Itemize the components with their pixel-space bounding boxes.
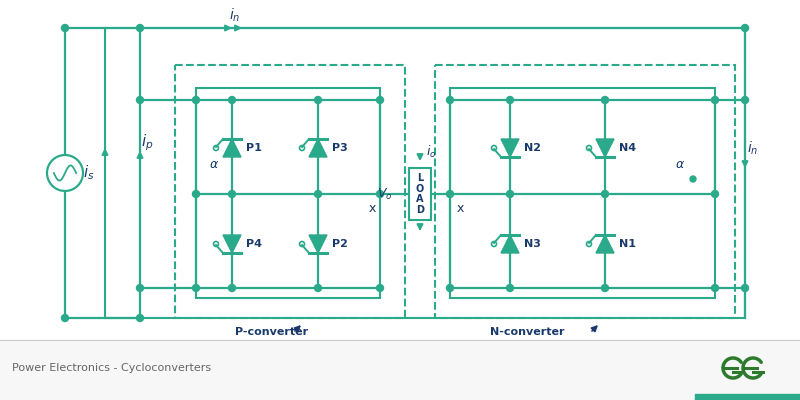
Text: P3: P3 bbox=[332, 143, 348, 153]
Circle shape bbox=[446, 190, 454, 198]
Text: N2: N2 bbox=[524, 143, 541, 153]
Circle shape bbox=[314, 96, 322, 104]
Circle shape bbox=[742, 284, 749, 292]
Bar bbox=[435, 65, 735, 318]
Polygon shape bbox=[223, 139, 241, 157]
Text: Power Electronics - Cycloconverters: Power Electronics - Cycloconverters bbox=[12, 363, 211, 373]
Polygon shape bbox=[596, 139, 614, 157]
Circle shape bbox=[711, 96, 718, 104]
Circle shape bbox=[62, 314, 69, 322]
Text: P1: P1 bbox=[246, 143, 262, 153]
Text: x: x bbox=[368, 202, 376, 214]
Polygon shape bbox=[223, 235, 241, 253]
Text: P2: P2 bbox=[332, 239, 348, 249]
Polygon shape bbox=[501, 235, 519, 253]
Text: N3: N3 bbox=[524, 239, 541, 249]
Polygon shape bbox=[501, 139, 519, 157]
Text: N1: N1 bbox=[619, 239, 636, 249]
Circle shape bbox=[137, 24, 143, 32]
Circle shape bbox=[446, 284, 454, 292]
Text: P-converter: P-converter bbox=[235, 327, 308, 337]
Text: N4: N4 bbox=[619, 143, 636, 153]
Bar bbox=[175, 65, 405, 318]
Circle shape bbox=[193, 284, 199, 292]
Text: P4: P4 bbox=[246, 239, 262, 249]
Circle shape bbox=[377, 284, 383, 292]
Circle shape bbox=[137, 96, 143, 104]
Text: N-converter: N-converter bbox=[490, 327, 565, 337]
Circle shape bbox=[314, 190, 322, 198]
Circle shape bbox=[377, 190, 383, 198]
Text: $i_s$: $i_s$ bbox=[83, 164, 94, 182]
Text: L
O
A
D: L O A D bbox=[416, 174, 424, 214]
Text: $i_o$: $i_o$ bbox=[426, 144, 437, 160]
Text: $i_n$: $i_n$ bbox=[747, 139, 758, 157]
Circle shape bbox=[229, 96, 235, 104]
Circle shape bbox=[193, 96, 199, 104]
Circle shape bbox=[602, 190, 609, 198]
Circle shape bbox=[506, 190, 514, 198]
Circle shape bbox=[506, 284, 514, 292]
Bar bbox=[105, 28, 745, 318]
Polygon shape bbox=[596, 235, 614, 253]
Circle shape bbox=[742, 24, 749, 32]
Text: $\alpha$: $\alpha$ bbox=[675, 158, 685, 170]
Text: $i_p$: $i_p$ bbox=[141, 133, 154, 153]
Bar bbox=[450, 88, 715, 298]
Circle shape bbox=[193, 190, 199, 198]
Bar bbox=[196, 88, 380, 298]
Circle shape bbox=[602, 96, 609, 104]
Circle shape bbox=[506, 96, 514, 104]
Circle shape bbox=[314, 284, 322, 292]
Text: $i_n$: $i_n$ bbox=[230, 6, 241, 24]
Circle shape bbox=[62, 24, 69, 32]
Circle shape bbox=[377, 96, 383, 104]
Circle shape bbox=[137, 284, 143, 292]
Circle shape bbox=[711, 190, 718, 198]
Circle shape bbox=[711, 284, 718, 292]
Circle shape bbox=[690, 176, 696, 182]
Text: x: x bbox=[456, 202, 464, 214]
Text: $\alpha$: $\alpha$ bbox=[209, 158, 219, 170]
Circle shape bbox=[229, 190, 235, 198]
Polygon shape bbox=[309, 235, 327, 253]
Circle shape bbox=[137, 314, 143, 322]
Circle shape bbox=[742, 96, 749, 104]
Circle shape bbox=[602, 284, 609, 292]
Circle shape bbox=[229, 284, 235, 292]
Circle shape bbox=[446, 96, 454, 104]
Text: $V_o$: $V_o$ bbox=[378, 186, 393, 202]
Polygon shape bbox=[309, 139, 327, 157]
Bar bbox=[409, 168, 431, 220]
